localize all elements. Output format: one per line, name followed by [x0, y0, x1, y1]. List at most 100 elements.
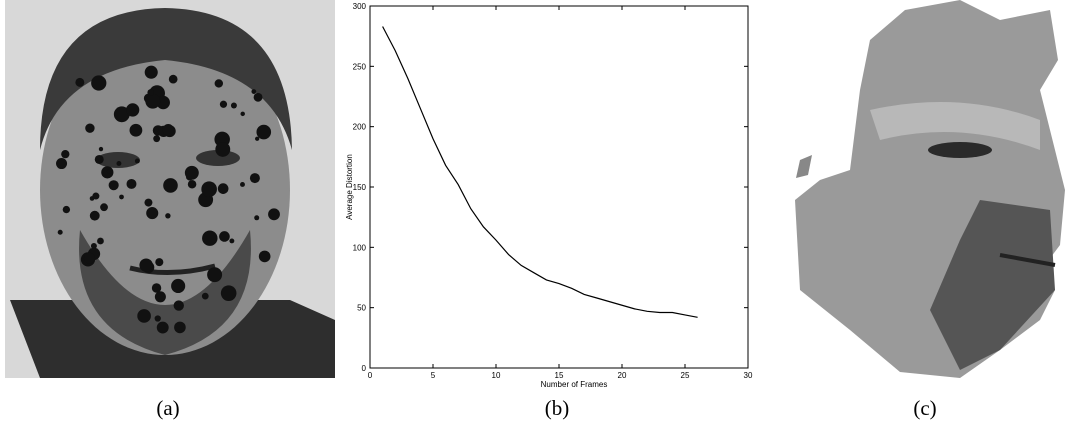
chart: Number of Frames Average Distortion 0501…: [345, 2, 753, 389]
marker-dot: [240, 182, 245, 187]
marker-dot: [219, 100, 228, 108]
marker-dot: [85, 123, 95, 133]
marker-dot: [155, 258, 164, 267]
marker-dot: [230, 102, 237, 109]
y-tick-label: 50: [357, 304, 366, 313]
marker-dot: [220, 285, 237, 301]
marker-dot: [162, 124, 175, 136]
marker-dot: [202, 230, 218, 246]
marker-dot: [134, 158, 140, 164]
marker-dot: [94, 154, 104, 164]
marker-dot: [229, 238, 235, 244]
marker-dot: [116, 160, 122, 166]
x-tick-label: 5: [431, 371, 436, 380]
beard: [930, 200, 1055, 370]
caption: (c): [913, 396, 936, 420]
marker-dot: [219, 231, 230, 242]
marker-dot: [89, 210, 100, 221]
y-tick-label: 250: [353, 62, 367, 71]
marker-dot: [62, 205, 71, 214]
marker-dot: [129, 123, 143, 137]
marker-dot: [145, 93, 161, 109]
marker-dot: [258, 250, 271, 263]
marker-dot: [153, 135, 161, 143]
brow: [870, 102, 1040, 150]
marker-dot: [90, 242, 97, 250]
marker-dot: [154, 315, 161, 322]
x-tick-label: 30: [744, 371, 753, 380]
x-tick-label: 10: [492, 371, 501, 380]
line: [382, 26, 698, 318]
y-axis-label: Average Distortion: [345, 154, 354, 220]
y-tick-label: 0: [362, 364, 367, 373]
marker-dot: [184, 165, 199, 180]
x-tick-label: 0: [368, 371, 373, 380]
marker-dot: [174, 321, 186, 334]
marker-dot: [154, 291, 166, 303]
marker-dot: [165, 213, 171, 219]
eye: [196, 150, 240, 166]
markers: [56, 65, 280, 334]
marker-dot: [214, 79, 224, 88]
marker-dot: [61, 150, 70, 159]
x-tick-label: 20: [618, 371, 627, 380]
marker-dot: [92, 192, 100, 200]
y-tick-label: 300: [353, 2, 367, 11]
caption: (b): [545, 396, 570, 420]
marker-dot: [83, 252, 96, 264]
marker-dot: [249, 173, 260, 184]
y-tick-label: 100: [353, 243, 367, 252]
marker-dot: [254, 215, 260, 221]
face-reconstruction: [795, 0, 1065, 378]
marker-dot: [146, 207, 159, 220]
marker-dot: [168, 74, 178, 84]
marker-dot: [255, 136, 260, 141]
marker-dot: [119, 194, 124, 200]
marker-dot: [108, 180, 119, 191]
mouth: [999, 253, 1056, 267]
marker-dot: [201, 181, 217, 197]
marker-dot: [147, 89, 154, 96]
marker-dot: [126, 178, 137, 189]
marker-dot: [163, 178, 178, 193]
marker-dot: [106, 169, 112, 174]
marker-dot: [57, 229, 63, 235]
axes-box: [369, 5, 749, 369]
hair: [40, 8, 292, 150]
marker-dot: [201, 292, 209, 300]
face-photo: [5, 0, 335, 378]
marker-dot: [256, 124, 272, 140]
eye: [96, 152, 140, 168]
marker-dot: [207, 267, 223, 283]
marker-dot: [56, 158, 68, 170]
marker-dot: [144, 198, 153, 207]
y-tick-label: 150: [353, 183, 367, 192]
marker-dot: [171, 278, 186, 294]
x-tick-label: 25: [681, 371, 690, 380]
x-tick-label: 15: [555, 371, 564, 380]
marker-dot: [126, 103, 140, 117]
caption: (a): [156, 396, 179, 420]
marker-dot: [253, 92, 263, 102]
beard: [79, 230, 251, 355]
marker-dot: [91, 75, 107, 91]
marker-dot: [215, 141, 231, 157]
marker-dot: [251, 89, 257, 94]
marker-dot: [173, 300, 184, 311]
mouth: [129, 263, 216, 275]
marker-dot: [144, 65, 158, 79]
y-tick-label: 200: [353, 123, 367, 132]
marker-dot: [268, 208, 280, 221]
marker-dot: [98, 146, 104, 152]
eye: [928, 142, 992, 158]
x-axis-label: Number of Frames: [541, 380, 608, 389]
marker-dot: [75, 77, 85, 87]
marker-dot: [113, 106, 130, 123]
marker-dot: [217, 183, 229, 194]
marker-dot: [139, 258, 153, 272]
marker-dot: [187, 180, 197, 189]
marker-dot: [156, 321, 169, 334]
mesh-fragment: [796, 155, 812, 178]
